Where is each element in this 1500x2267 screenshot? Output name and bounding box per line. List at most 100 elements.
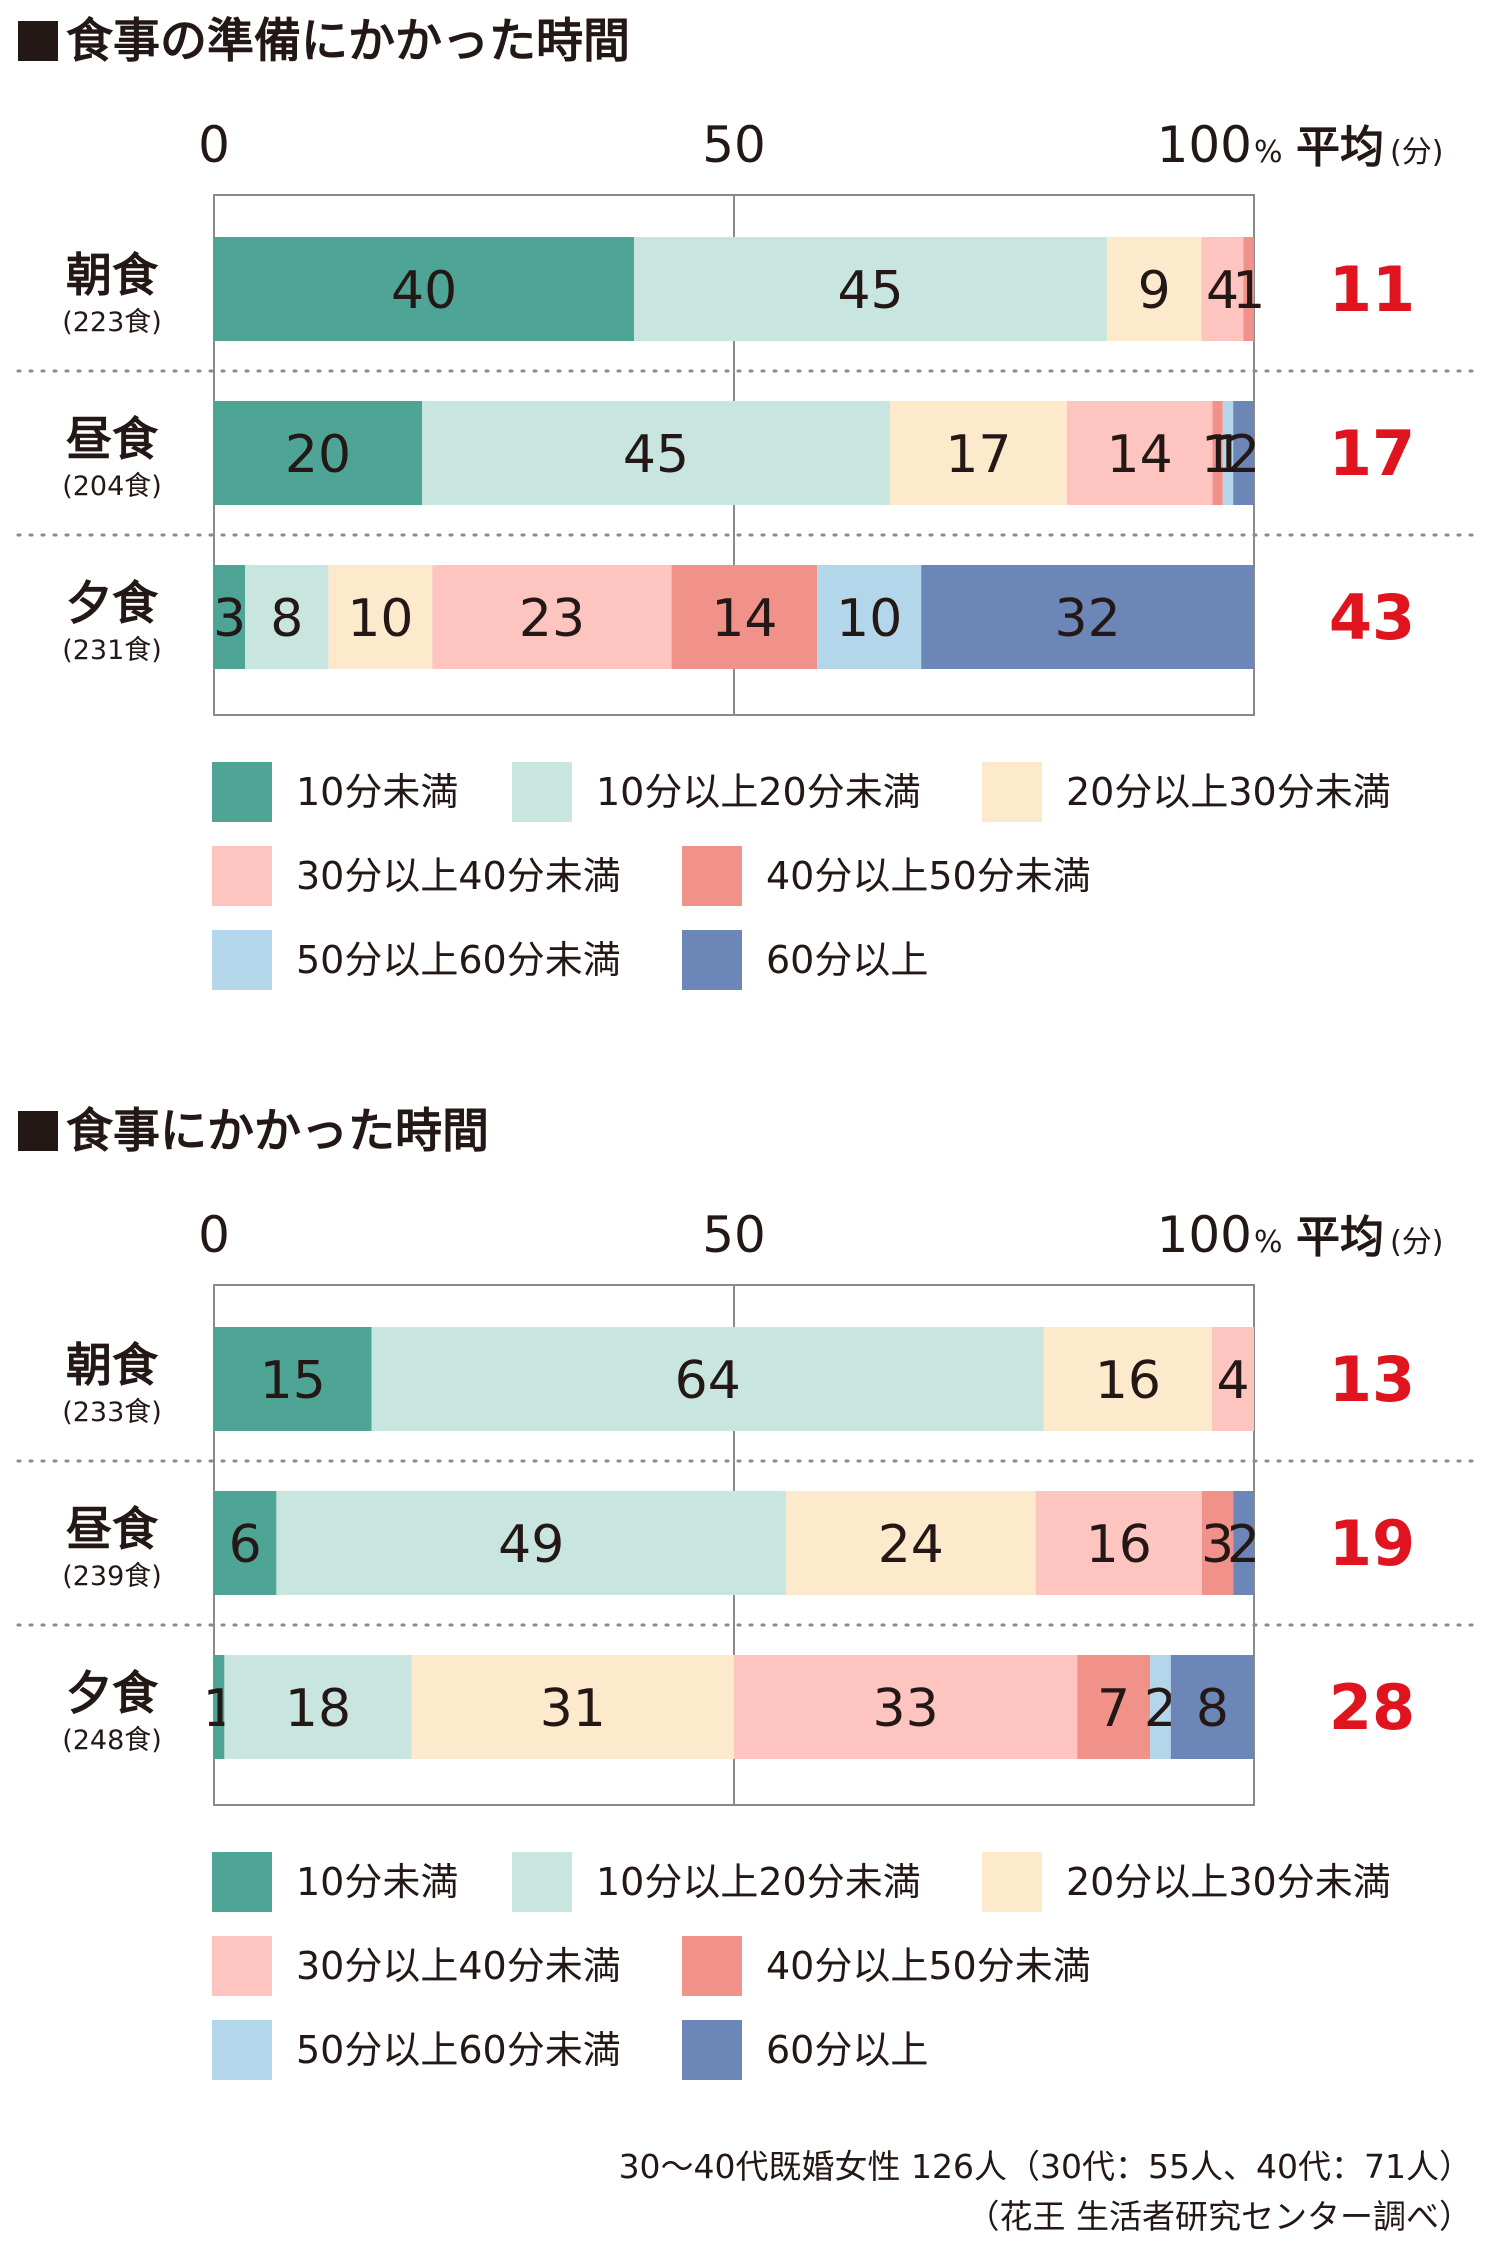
data-label: 4 bbox=[1216, 1351, 1249, 1411]
x-tick-label: 50 bbox=[702, 116, 766, 174]
data-label: 2 bbox=[1227, 425, 1260, 485]
average-value: 43 bbox=[1329, 581, 1415, 654]
average-unit: (分) bbox=[1390, 1225, 1443, 1260]
category-label: 朝食 bbox=[66, 248, 159, 302]
bar-segment bbox=[411, 1655, 734, 1759]
bar-segment bbox=[890, 401, 1067, 505]
legend-label: 10分未満 bbox=[296, 770, 459, 814]
bar-segment bbox=[734, 1655, 1078, 1759]
x-tick-label: 50 bbox=[702, 1206, 766, 1264]
bar-segment bbox=[422, 401, 890, 505]
chart-title: 食事の準備にかかった時間 bbox=[18, 14, 630, 70]
bar-segment bbox=[371, 1327, 1044, 1431]
average-unit: (分) bbox=[1390, 135, 1443, 170]
bar-segment bbox=[1150, 1655, 1171, 1759]
category-count: (239食) bbox=[62, 1561, 162, 1592]
bar-segment bbox=[921, 565, 1254, 669]
legend-label: 10分未満 bbox=[296, 1860, 459, 1904]
average-header: 平均 bbox=[1296, 122, 1384, 173]
data-label: 1 bbox=[1232, 261, 1265, 321]
category-count: (223食) bbox=[62, 307, 162, 338]
title-square-icon bbox=[18, 1111, 58, 1151]
bar-segment bbox=[1201, 237, 1244, 341]
bar-segment bbox=[1043, 1327, 1212, 1431]
bar-segment bbox=[634, 237, 1107, 341]
data-label: 64 bbox=[675, 1351, 741, 1411]
average-value: 19 bbox=[1329, 1507, 1415, 1580]
legend-label: 50分以上60分未満 bbox=[296, 938, 621, 982]
legend-swatch bbox=[682, 1936, 742, 1996]
x-unit-label: % bbox=[1254, 1225, 1283, 1260]
bar-segment bbox=[1077, 1655, 1150, 1759]
data-label: 7 bbox=[1097, 1679, 1130, 1739]
data-label: 3 bbox=[1201, 1515, 1234, 1575]
data-label: 6 bbox=[229, 1515, 262, 1575]
chart-title-text: 食事の準備にかかった時間 bbox=[66, 14, 630, 69]
bar-segment bbox=[1222, 401, 1234, 505]
legend-label: 10分以上20分未満 bbox=[596, 770, 921, 814]
bar-segment bbox=[1106, 237, 1202, 341]
category-label: 昼食 bbox=[66, 1502, 159, 1556]
average-value: 11 bbox=[1329, 253, 1415, 326]
legend-label: 60分以上 bbox=[766, 2028, 929, 2072]
bar-segment bbox=[214, 1327, 372, 1431]
data-label: 10 bbox=[347, 589, 413, 649]
x-tick-label: 0 bbox=[198, 116, 230, 174]
x-tick-label: 100 bbox=[1157, 116, 1252, 174]
legend-swatch bbox=[212, 930, 272, 990]
title-square-icon bbox=[18, 21, 58, 61]
bar-segment bbox=[245, 565, 329, 669]
data-label: 31 bbox=[540, 1679, 606, 1739]
bar-segment bbox=[214, 401, 422, 505]
legend-swatch bbox=[212, 1936, 272, 1996]
legend-swatch bbox=[212, 1852, 272, 1912]
bar-segment bbox=[328, 565, 433, 669]
data-label: 9 bbox=[1138, 261, 1171, 321]
category-label: 昼食 bbox=[66, 412, 159, 466]
bar-segment bbox=[1066, 401, 1213, 505]
legend-label: 40分以上50分未満 bbox=[766, 854, 1091, 898]
legend-swatch bbox=[212, 846, 272, 906]
legend-label: 30分以上40分未満 bbox=[296, 1944, 621, 1988]
legend-label: 20分以上30分未満 bbox=[1066, 770, 1391, 814]
bar-segment bbox=[214, 565, 246, 669]
bar-segment bbox=[1212, 401, 1223, 505]
average-value: 17 bbox=[1329, 417, 1415, 490]
chart-block-preparation: 食事の準備にかかった時間 0 50 100% 平均 (分) 朝食 (223食) 40 45 9 4 1… bbox=[0, 0, 1500, 1040]
legend-label: 10分以上20分未満 bbox=[596, 1860, 921, 1904]
x-tick-label: 100 bbox=[1157, 1206, 1252, 1264]
legend-label: 40分以上50分未満 bbox=[766, 1944, 1091, 1988]
data-label: 20 bbox=[285, 425, 351, 485]
legend-label: 50分以上60分未満 bbox=[296, 2028, 621, 2072]
bar-segment bbox=[432, 565, 672, 669]
legend-swatch bbox=[512, 762, 572, 822]
average-value: 13 bbox=[1329, 1343, 1415, 1416]
legend-swatch bbox=[212, 762, 272, 822]
legend-swatch bbox=[512, 1852, 572, 1912]
data-label: 45 bbox=[837, 261, 903, 321]
data-label: 24 bbox=[878, 1515, 944, 1575]
legend: 10分未満 10分以上20分未満 20分以上30分未満 30分以上40分未満 40分以上… bbox=[212, 1852, 1472, 2082]
legend-swatch bbox=[682, 846, 742, 906]
bar-segment bbox=[276, 1491, 786, 1595]
legend: 10分未満 10分以上20分未満 20分以上30分未満 30分以上40分未満 40分以上… bbox=[212, 762, 1472, 992]
data-label: 17 bbox=[945, 425, 1011, 485]
data-label: 18 bbox=[285, 1679, 351, 1739]
category-label: 朝食 bbox=[66, 1338, 159, 1392]
category-label: 夕食 bbox=[66, 576, 159, 630]
data-label: 3 bbox=[213, 589, 246, 649]
bar-segment bbox=[817, 565, 922, 669]
category-count: (233食) bbox=[62, 1397, 162, 1428]
legend-label: 30分以上40分未満 bbox=[296, 854, 621, 898]
bar-segment bbox=[1035, 1491, 1202, 1595]
bar-segment bbox=[214, 1491, 277, 1595]
legend-swatch bbox=[982, 762, 1042, 822]
legend-label: 60分以上 bbox=[766, 938, 929, 982]
bar-segment bbox=[214, 237, 635, 341]
legend-swatch bbox=[212, 2020, 272, 2080]
data-label: 4 bbox=[1206, 261, 1239, 321]
bar-segment bbox=[214, 1655, 225, 1759]
data-label: 32 bbox=[1055, 589, 1121, 649]
legend-swatch bbox=[982, 1852, 1042, 1912]
category-count: (204食) bbox=[62, 471, 162, 502]
